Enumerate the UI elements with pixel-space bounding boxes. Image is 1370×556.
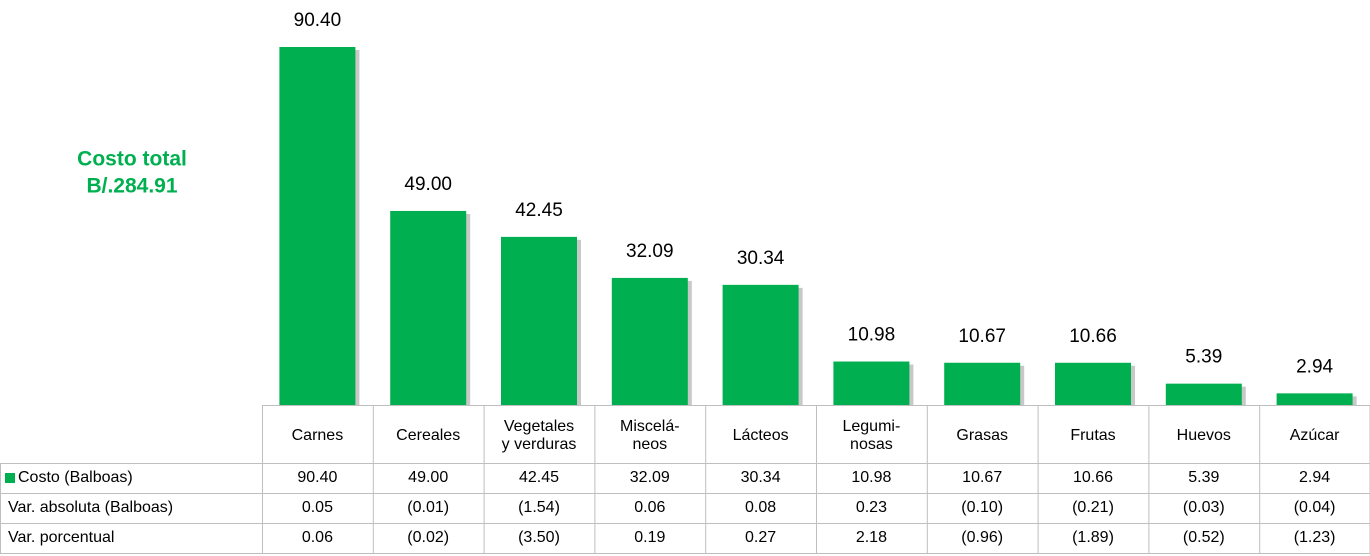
table-cell: (0.10) bbox=[961, 499, 1003, 516]
table-cell: 0.23 bbox=[856, 499, 887, 516]
bar bbox=[501, 236, 577, 405]
table-cell: (0.21) bbox=[1072, 499, 1114, 516]
category-label: Grasas bbox=[956, 427, 1008, 444]
category-label: Azúcar bbox=[1290, 427, 1340, 444]
table-cell: 0.06 bbox=[302, 529, 333, 546]
row-label: Var. absoluta (Balboas) bbox=[8, 499, 173, 516]
value-label: 5.39 bbox=[1185, 347, 1222, 368]
table-cell: (3.50) bbox=[518, 529, 560, 546]
table-cell: 10.66 bbox=[1073, 469, 1113, 486]
bar bbox=[611, 277, 688, 405]
table-cell: 32.09 bbox=[630, 469, 670, 486]
table-cell: 0.06 bbox=[634, 499, 665, 516]
table-cell: (0.52) bbox=[1183, 529, 1225, 546]
value-label: 90.40 bbox=[294, 10, 342, 31]
bar bbox=[1055, 362, 1131, 405]
category-label: Frutas bbox=[1070, 427, 1115, 444]
table-cell: 0.27 bbox=[745, 529, 776, 546]
bar bbox=[833, 361, 910, 405]
category-label: Legumi-nosas bbox=[842, 418, 900, 453]
table-cell: 49.00 bbox=[408, 469, 448, 486]
row-label: Var. porcentual bbox=[8, 529, 114, 546]
table-cell: 90.40 bbox=[297, 469, 337, 486]
bar bbox=[1165, 383, 1242, 405]
legend-label: Costo (Balboas) bbox=[18, 469, 133, 486]
bar bbox=[279, 47, 356, 405]
table-cell: 30.34 bbox=[741, 469, 781, 486]
table-cell: (0.03) bbox=[1183, 499, 1225, 516]
annotation: Costo total bbox=[77, 148, 187, 171]
table-cell: 0.19 bbox=[634, 529, 665, 546]
table-cell: 5.39 bbox=[1188, 469, 1219, 486]
value-label: 10.67 bbox=[958, 326, 1006, 347]
category-label: Miscelá-neos bbox=[620, 418, 680, 453]
category-label: Carnes bbox=[292, 427, 344, 444]
table-cell: 2.94 bbox=[1299, 469, 1330, 486]
value-label: 42.45 bbox=[515, 200, 563, 221]
table-cell: 10.98 bbox=[851, 469, 891, 486]
category-label: Lácteos bbox=[733, 427, 789, 444]
bar bbox=[390, 210, 467, 405]
value-label: 10.66 bbox=[1069, 326, 1117, 347]
bar bbox=[944, 362, 1021, 405]
table-cell: (0.96) bbox=[961, 529, 1003, 546]
table-cell: (1.89) bbox=[1072, 529, 1114, 546]
table-cell: (0.01) bbox=[407, 499, 449, 516]
bar bbox=[722, 284, 799, 405]
table-cell: (1.54) bbox=[518, 499, 560, 516]
value-label: 49.00 bbox=[404, 174, 452, 195]
value-label: 32.09 bbox=[626, 241, 674, 262]
table-cell: 0.08 bbox=[745, 499, 776, 516]
table-cell: (1.23) bbox=[1294, 529, 1336, 546]
table-cell: 42.45 bbox=[519, 469, 559, 486]
bar bbox=[1276, 393, 1353, 405]
value-label: 10.98 bbox=[848, 325, 896, 346]
annotation: B/.284.91 bbox=[86, 175, 177, 198]
value-label: 30.34 bbox=[737, 248, 785, 269]
category-label: Cereales bbox=[396, 427, 460, 444]
category-label: Vegetales y verduras bbox=[502, 418, 577, 453]
value-label: 2.94 bbox=[1296, 356, 1333, 377]
table-cell: 10.67 bbox=[962, 469, 1002, 486]
legend-swatch bbox=[5, 473, 15, 483]
category-label: Huevos bbox=[1177, 427, 1231, 444]
table-cell: 0.05 bbox=[302, 499, 333, 516]
table-cell: (0.02) bbox=[407, 529, 449, 546]
table-cell: (0.04) bbox=[1294, 499, 1336, 516]
table-cell: 2.18 bbox=[856, 529, 887, 546]
